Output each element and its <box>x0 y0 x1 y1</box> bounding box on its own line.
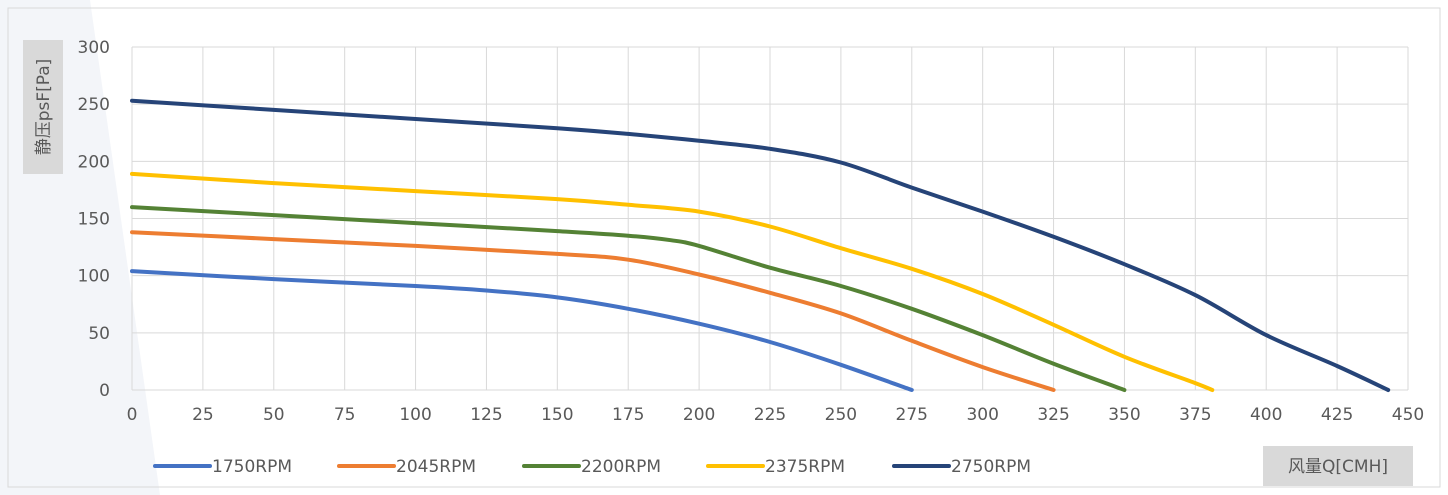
x-tick-label: 275 <box>896 405 928 425</box>
x-axis-title: 风量Q[CMH] <box>1288 457 1388 477</box>
series-line-2045rpm <box>130 230 1056 392</box>
x-tick-label: 0 <box>127 405 138 425</box>
x-tick-label: 325 <box>1037 405 1069 425</box>
x-axis-ticks: 0 25 50 75 100 125 150 175 200 225 250 275 300 325 350… <box>127 405 1425 425</box>
y-tick-label: 100 <box>78 267 110 287</box>
x-tick-label: 300 <box>966 405 998 425</box>
grid <box>131 46 1409 391</box>
y-tick-label: 150 <box>78 210 110 230</box>
x-tick-label: 75 <box>334 405 356 425</box>
y-axis-title-box <box>23 40 63 174</box>
y-tick-label: 50 <box>88 324 110 344</box>
x-tick-label: 350 <box>1108 405 1140 425</box>
x-tick-label: 450 <box>1392 405 1424 425</box>
legend-label-1750rpm: 1750RPM <box>212 457 292 477</box>
series-line-2200rpm <box>130 205 1127 392</box>
y-tick-label: 200 <box>78 152 110 172</box>
legend-label-2045rpm: 2045RPM <box>396 457 476 477</box>
series-line-2375rpm <box>130 171 1215 392</box>
chart-border <box>7 7 1441 488</box>
x-tick-label: 25 <box>192 405 214 425</box>
series-line-1750rpm <box>130 269 914 392</box>
legend-label-2750rpm: 2750RPM <box>951 457 1031 477</box>
x-axis-title-box <box>1263 446 1413 486</box>
y-tick-label: 250 <box>78 95 110 115</box>
x-axis-title-group: 风量Q[CMH] <box>1263 446 1413 486</box>
x-tick-label: 400 <box>1250 405 1282 425</box>
x-tick-label: 200 <box>683 405 715 425</box>
legend: 1750RPM 2045RPM 2200RPM 2375RPM 2750RPM <box>153 457 1031 477</box>
y-axis-title: 静压psF[Pa] <box>34 59 54 156</box>
x-tick-label: 175 <box>612 405 644 425</box>
x-tick-label: 125 <box>470 405 502 425</box>
x-tick-label: 150 <box>541 405 573 425</box>
x-tick-label: 100 <box>399 405 431 425</box>
x-tick-label: 375 <box>1179 405 1211 425</box>
x-tick-label: 425 <box>1321 405 1353 425</box>
x-tick-label: 225 <box>754 405 786 425</box>
y-tick-label: 0 <box>99 381 110 401</box>
legend-label-2375rpm: 2375RPM <box>765 457 845 477</box>
x-tick-label: 250 <box>825 405 857 425</box>
x-tick-label: 50 <box>263 405 285 425</box>
series-lines <box>130 98 1391 392</box>
legend-label-2200rpm: 2200RPM <box>581 457 661 477</box>
series-line-2750rpm <box>130 98 1391 392</box>
y-axis-ticks: 0 50 100 150 200 250 300 <box>78 38 110 401</box>
y-axis-title-group: 静压psF[Pa] <box>23 40 63 174</box>
y-tick-label: 300 <box>78 38 110 58</box>
